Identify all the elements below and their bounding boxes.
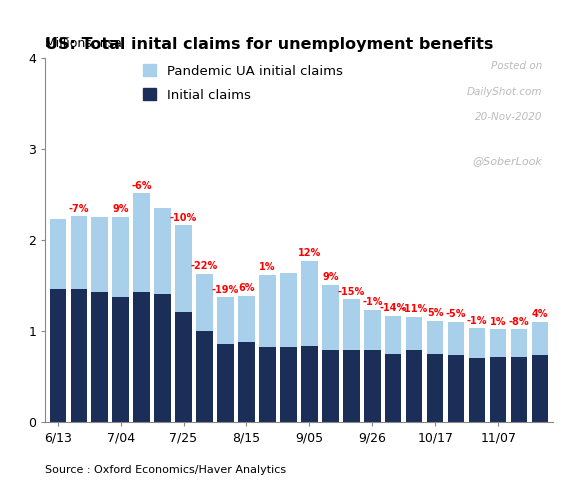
Text: 20-Nov-2020: 20-Nov-2020 xyxy=(475,112,543,122)
Bar xyxy=(511,329,527,357)
Bar xyxy=(134,292,150,422)
Bar xyxy=(112,217,129,297)
Bar xyxy=(112,297,129,422)
Bar xyxy=(427,321,443,354)
Bar xyxy=(343,300,359,350)
Bar xyxy=(217,298,233,344)
Text: 9%: 9% xyxy=(322,272,338,282)
Bar xyxy=(301,261,318,346)
Text: -15%: -15% xyxy=(338,287,365,297)
Text: 9%: 9% xyxy=(112,204,129,215)
Bar xyxy=(239,296,255,342)
Text: Millions, nsa: Millions, nsa xyxy=(45,36,122,49)
Bar xyxy=(239,342,255,422)
Text: -7%: -7% xyxy=(68,204,89,214)
Bar xyxy=(280,347,297,422)
Bar xyxy=(155,294,171,422)
Text: -10%: -10% xyxy=(170,213,197,223)
Bar xyxy=(427,354,443,422)
Bar xyxy=(364,350,381,422)
Bar xyxy=(490,357,506,422)
Bar xyxy=(448,355,464,422)
Bar xyxy=(532,322,548,355)
Bar xyxy=(322,350,338,422)
Bar xyxy=(385,316,402,354)
Text: -14%: -14% xyxy=(380,303,407,313)
Bar xyxy=(91,292,108,422)
Bar xyxy=(364,310,381,350)
Bar xyxy=(385,354,402,422)
Text: -1%: -1% xyxy=(467,316,487,326)
Bar xyxy=(406,317,422,350)
Bar xyxy=(343,350,359,422)
Bar xyxy=(70,289,87,422)
Text: DailyShot.com: DailyShot.com xyxy=(467,87,543,97)
Bar xyxy=(50,219,66,289)
Bar xyxy=(280,273,297,347)
Text: -19%: -19% xyxy=(212,285,239,295)
Bar xyxy=(490,329,506,357)
Bar xyxy=(91,217,108,292)
Text: US: Total inital claims for unemployment benefits: US: Total inital claims for unemployment… xyxy=(45,37,494,52)
Bar xyxy=(301,346,318,422)
Bar xyxy=(532,355,548,422)
Text: -22%: -22% xyxy=(191,261,218,271)
Bar xyxy=(196,274,213,331)
Text: -11%: -11% xyxy=(400,304,428,314)
Text: 12%: 12% xyxy=(298,248,321,258)
Text: -5%: -5% xyxy=(446,309,466,319)
Bar xyxy=(469,358,486,422)
Bar xyxy=(217,344,233,422)
Bar xyxy=(469,328,486,358)
Text: 1%: 1% xyxy=(490,317,506,327)
Text: @SoberLook: @SoberLook xyxy=(473,156,543,166)
Bar xyxy=(448,322,464,355)
Text: 1%: 1% xyxy=(259,262,276,272)
Bar xyxy=(155,208,171,294)
Bar xyxy=(406,350,422,422)
Bar xyxy=(175,312,192,422)
Bar xyxy=(259,347,276,422)
Bar xyxy=(50,289,66,422)
Text: Posted on: Posted on xyxy=(491,61,543,71)
Text: -6%: -6% xyxy=(131,181,152,191)
Text: Source : Oxford Economics/Haver Analytics: Source : Oxford Economics/Haver Analytic… xyxy=(45,465,287,475)
Text: 4%: 4% xyxy=(532,309,548,319)
Text: 6%: 6% xyxy=(238,283,255,293)
Bar xyxy=(511,357,527,422)
Bar xyxy=(196,331,213,422)
Bar xyxy=(322,285,338,350)
Text: -8%: -8% xyxy=(509,317,530,327)
Bar xyxy=(134,193,150,292)
Bar xyxy=(175,226,192,312)
Text: 5%: 5% xyxy=(427,309,443,318)
Text: -1%: -1% xyxy=(362,298,382,308)
Bar xyxy=(70,216,87,289)
Legend: Pandemic UA initial claims, Initial claims: Pandemic UA initial claims, Initial clai… xyxy=(143,64,343,102)
Bar xyxy=(259,275,276,347)
